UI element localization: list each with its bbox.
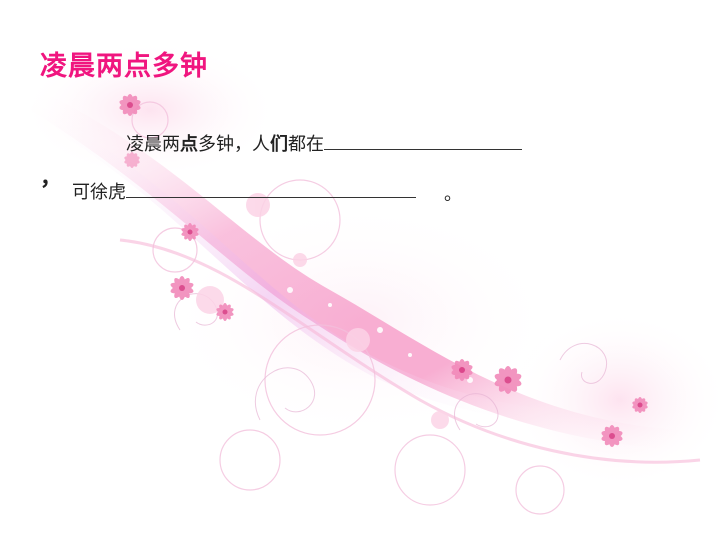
sentence1-part-b: 多钟，人: [198, 134, 270, 155]
sentence2-text: 可徐虎: [72, 182, 126, 203]
sentence1-part-a: 凌晨两: [126, 134, 180, 155]
sentence-line-1: 凌晨两点多钟，人们都在: [126, 130, 522, 156]
fill-in-blank-1[interactable]: [324, 131, 522, 150]
sentence1-bold-a: 点: [180, 134, 198, 155]
comma-mark: ，: [40, 166, 63, 191]
period-mark: 。: [444, 184, 462, 205]
sentence1-bold-b: 们: [270, 134, 288, 155]
sentence1-part-c: 都在: [288, 134, 324, 155]
sentence-line-2: 可徐虎: [72, 178, 416, 204]
fill-in-blank-2[interactable]: [126, 179, 416, 198]
slide-title: 凌晨两点多钟: [40, 51, 208, 82]
flower-icon: [119, 94, 648, 447]
